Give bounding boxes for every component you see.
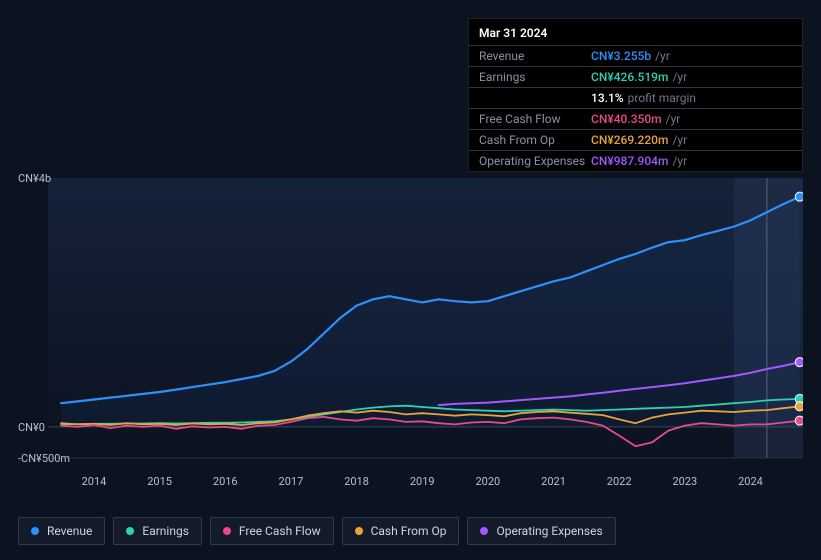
x-axis-label: 2019	[410, 475, 435, 488]
tooltip-value: CN¥40.350m	[591, 113, 662, 125]
tooltip-value: CN¥269.220m	[591, 134, 668, 146]
y-axis-label: CN¥4b	[18, 172, 51, 185]
chart-svg	[18, 158, 803, 488]
tooltip-suffix: profit margin	[628, 92, 696, 104]
x-axis-label: 2024	[738, 475, 763, 488]
x-axis-label: 2020	[475, 475, 500, 488]
x-axis-label: 2017	[279, 475, 304, 488]
legend-dot-icon	[355, 527, 363, 535]
x-axis-label: 2018	[344, 475, 369, 488]
chart-legend: Revenue Earnings Free Cash Flow Cash From O…	[18, 517, 616, 545]
tooltip-label: Revenue	[479, 50, 591, 62]
legend-label: Revenue	[47, 524, 92, 538]
legend-label: Earnings	[142, 524, 189, 538]
x-axis-label: 2023	[672, 475, 697, 488]
tooltip-row: Free Cash FlowCN¥40.350m/yr	[469, 108, 802, 129]
tooltip-row: 13.1% profit margin	[469, 87, 802, 108]
chart-tooltip: Mar 31 2024 RevenueCN¥3.255b/yrEarningsC…	[468, 18, 803, 172]
x-axis-label: 2016	[213, 475, 238, 488]
legend-item[interactable]: Earnings	[113, 517, 202, 545]
tooltip-date: Mar 31 2024	[469, 19, 802, 45]
tooltip-value: CN¥426.519m	[591, 71, 668, 83]
legend-label: Free Cash Flow	[239, 524, 321, 538]
legend-dot-icon	[126, 527, 134, 535]
x-axis-label: 2021	[541, 475, 566, 488]
y-axis-label: -CN¥500m	[18, 452, 70, 465]
x-axis-label: 2022	[607, 475, 632, 488]
legend-item[interactable]: Operating Expenses	[467, 517, 615, 545]
tooltip-suffix: /yr	[672, 71, 687, 83]
tooltip-label: Free Cash Flow	[479, 113, 591, 125]
x-axis-label: 2015	[147, 475, 172, 488]
tooltip-value: 13.1%	[591, 92, 624, 104]
tooltip-value: CN¥3.255b	[591, 50, 651, 62]
legend-dot-icon	[31, 527, 39, 535]
legend-item[interactable]: Free Cash Flow	[210, 517, 334, 545]
y-axis-label: CN¥0	[18, 421, 45, 434]
tooltip-suffix: /yr	[672, 134, 687, 146]
legend-dot-icon	[480, 527, 488, 535]
legend-item[interactable]: Revenue	[18, 517, 105, 545]
x-axis-label: 2014	[82, 475, 107, 488]
legend-label: Operating Expenses	[496, 524, 602, 538]
tooltip-row: Cash From OpCN¥269.220m/yr	[469, 129, 802, 150]
tooltip-suffix: /yr	[666, 113, 681, 125]
tooltip-label: Cash From Op	[479, 134, 591, 146]
legend-dot-icon	[223, 527, 231, 535]
tooltip-row: EarningsCN¥426.519m/yr	[469, 66, 802, 87]
tooltip-suffix: /yr	[655, 50, 670, 62]
tooltip-row: RevenueCN¥3.255b/yr	[469, 45, 802, 66]
tooltip-label: Earnings	[479, 71, 591, 83]
legend-label: Cash From Op	[371, 524, 447, 538]
legend-item[interactable]: Cash From Op	[342, 517, 460, 545]
earnings-revenue-chart: CN¥4b CN¥0 -CN¥500m 2014 2015 2016 2017 2018 20…	[18, 158, 803, 488]
